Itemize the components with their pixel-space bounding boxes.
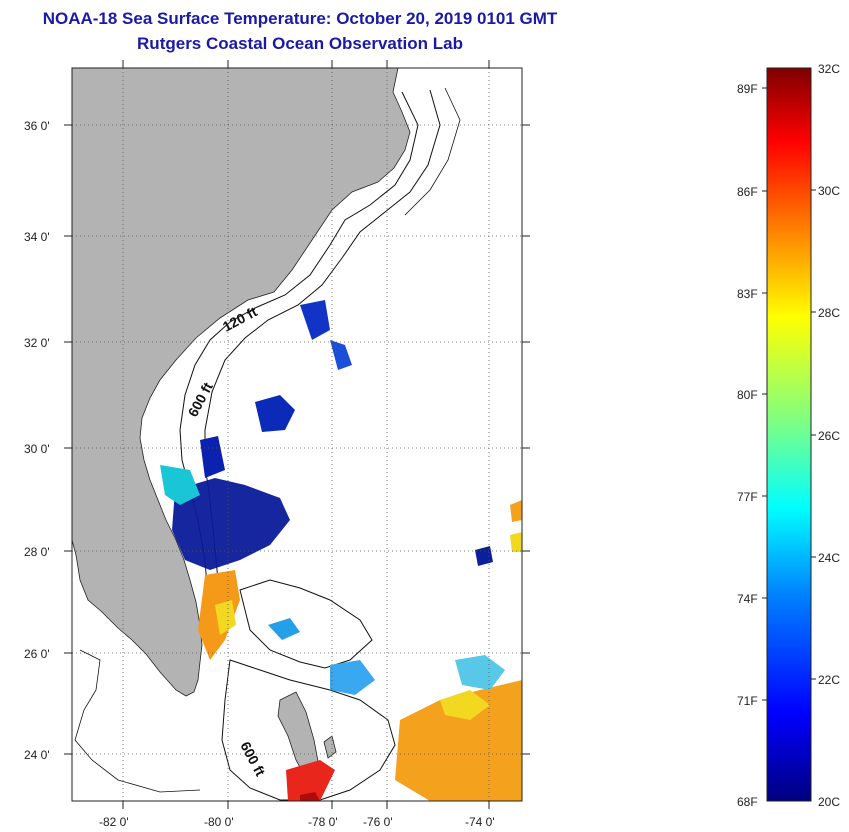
lon-label-74: -74 0' xyxy=(465,815,495,829)
map-area: 120 ft 600 ft 600 ft xyxy=(72,68,522,801)
lon-label-76: -76 0' xyxy=(363,815,393,829)
colorbar xyxy=(766,67,812,802)
colorbar-ticks xyxy=(762,87,816,701)
sst-patches xyxy=(160,300,522,801)
colorbar-f-71: 71F xyxy=(737,694,758,708)
colorbar-c-20: 20C xyxy=(818,795,840,809)
colorbar-c-24: 24C xyxy=(818,551,840,565)
colorbar-c-30: 30C xyxy=(818,184,840,198)
colorbar-f-77: 77F xyxy=(737,490,758,504)
lon-label-80: -80 0' xyxy=(204,815,234,829)
gridlines xyxy=(72,68,522,801)
colorbar-c-32: 32C xyxy=(818,62,840,76)
colorbar-f-68: 68F xyxy=(737,795,758,809)
colorbar-f-80: 80F xyxy=(737,388,758,402)
axis-ticks xyxy=(64,60,530,809)
contour-bahamas-south xyxy=(221,659,396,801)
land-small-island xyxy=(323,735,337,759)
colorbar-f-74: 74F xyxy=(737,592,758,606)
colorbar-f-86: 86F xyxy=(737,185,758,199)
map-frame xyxy=(71,67,523,802)
lat-label-34: 34 0' xyxy=(24,230,50,244)
lat-label-36: 36 0' xyxy=(24,119,50,133)
chart-subtitle: Rutgers Coastal Ocean Observation Lab xyxy=(137,34,463,53)
contour-shelf-edge xyxy=(404,87,461,216)
colorbar-f-89: 89F xyxy=(737,82,758,96)
contour-bahamas-bank xyxy=(239,579,373,669)
lon-label-78: -78 0' xyxy=(308,815,338,829)
lat-label-24: 24 0' xyxy=(24,748,50,762)
chart-title: NOAA-18 Sea Surface Temperature: October… xyxy=(42,9,558,28)
colorbar-c-28: 28C xyxy=(818,306,840,320)
colorbar-c-26: 26C xyxy=(818,429,840,443)
lat-label-26: 26 0' xyxy=(24,647,50,661)
lat-label-28: 28 0' xyxy=(24,545,50,559)
lat-label-30: 30 0' xyxy=(24,442,50,456)
colorbar-f-83: 83F xyxy=(737,287,758,301)
land-mainland xyxy=(72,68,411,697)
colorbar-c-22: 22C xyxy=(818,673,840,687)
lat-label-32: 32 0' xyxy=(24,336,50,350)
contour-florida-reef xyxy=(74,649,201,793)
lon-label-82: -82 0' xyxy=(99,815,129,829)
